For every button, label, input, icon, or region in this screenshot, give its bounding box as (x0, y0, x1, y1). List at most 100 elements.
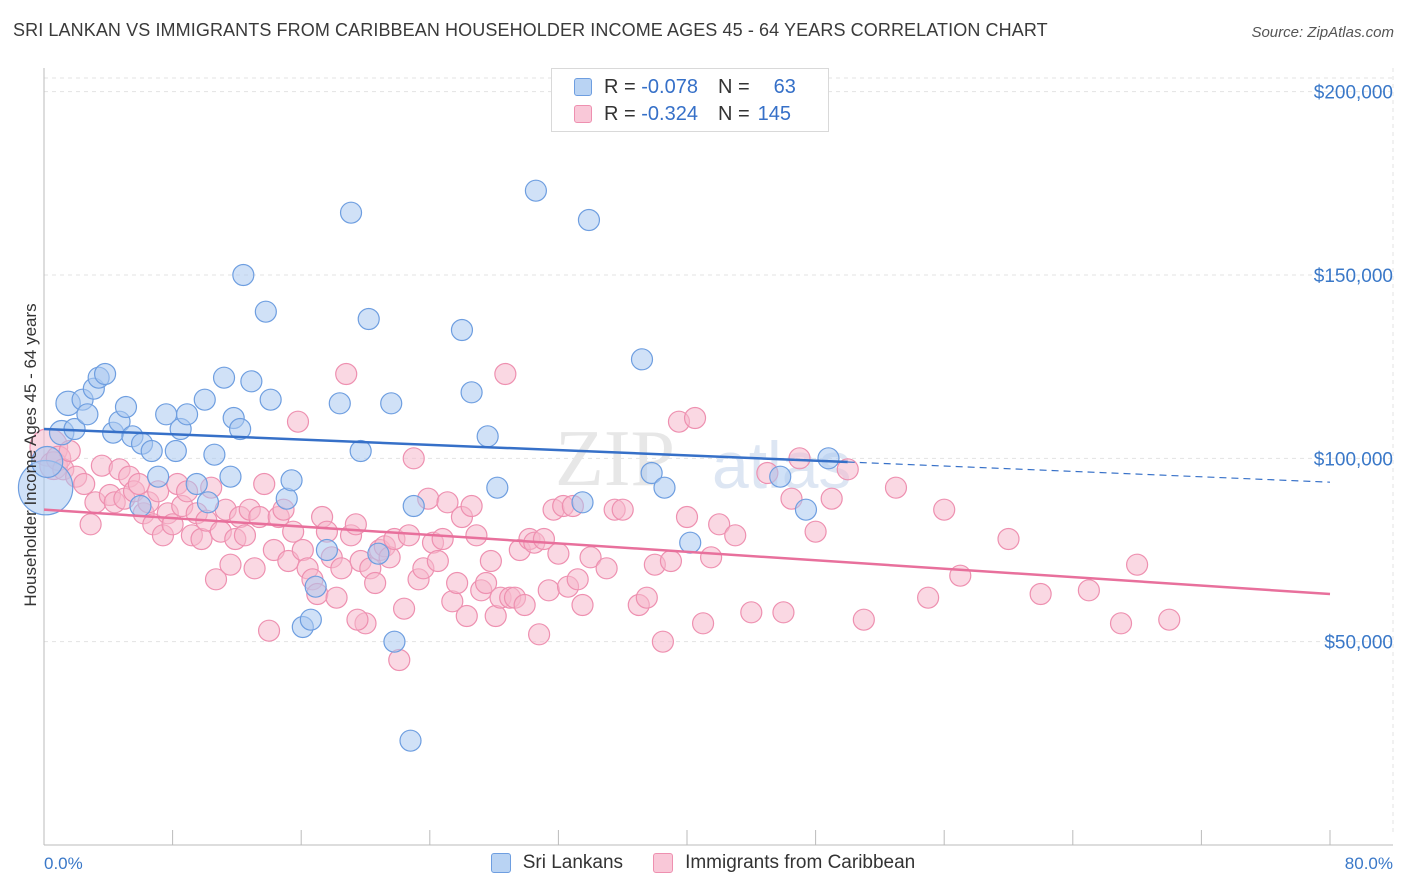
caribbean-point (1029, 582, 1052, 606)
trend-lines (43, 427, 1331, 596)
legend-r-value: -0.078 (641, 75, 698, 98)
legend-item-caribbean: Immigrants from Caribbean (653, 852, 915, 874)
caribbean-point (917, 586, 940, 609)
caribbean-point (579, 546, 602, 569)
caribbean-point (788, 447, 811, 470)
sri-lankan-point (175, 403, 199, 426)
caribbean-point (364, 571, 387, 595)
sri-lankans-trendline (43, 427, 848, 464)
sri-lankan-point (304, 575, 327, 598)
sri-lankan-point (129, 494, 152, 518)
caribbean-point (286, 410, 310, 433)
caribbean-point (446, 571, 469, 595)
sri-lankan-point (203, 443, 226, 466)
caribbean-point (1158, 608, 1181, 631)
sri-lankan-point (339, 201, 363, 224)
x-tick-label-max: 80.0% (1345, 854, 1393, 873)
legend-swatch-blue (490, 853, 511, 873)
sri-lankan-point (349, 439, 372, 463)
caribbean-point (243, 557, 266, 580)
caribbean-point (388, 648, 411, 672)
caribbean-point (402, 447, 425, 470)
legend-r-value: -0.324 (641, 102, 698, 125)
caribbean-point (494, 362, 517, 386)
caribbean-point (330, 557, 353, 580)
caribbean-point (740, 601, 763, 624)
caribbean-point (595, 557, 618, 580)
sri-lankan-point (31, 445, 64, 479)
caribbean-point (566, 568, 589, 591)
sri-lankan-point (571, 491, 594, 514)
caribbean-trendline (43, 508, 1331, 596)
caribbean-point (460, 494, 483, 518)
caribbean-point (537, 579, 560, 602)
sri-lankan-point (357, 307, 380, 331)
y-axis-label: Householder Income Ages 45 - 64 years (21, 303, 40, 606)
y-tick-label: $100,000 (1314, 449, 1393, 470)
caribbean-point (708, 513, 731, 536)
sri-lankan-point (679, 531, 702, 554)
sri-lankan-point (147, 465, 170, 488)
legend-n-label: N = (717, 75, 750, 98)
sri-lankan-point (114, 395, 138, 419)
y-tick-labels: $50,000 $100,000 $150,000 $200,000 (1314, 83, 1393, 654)
caribbean-point (1109, 612, 1133, 635)
legend-label-caribbean: Immigrants from Caribbean (685, 852, 916, 873)
sri-lankan-point (275, 487, 298, 510)
legend-swatch-blue (574, 78, 592, 96)
sri-lankan-point (383, 630, 406, 653)
y-tick-label: $150,000 (1314, 266, 1393, 287)
sri-lankan-point (476, 425, 499, 448)
sri-lankan-point (460, 381, 483, 404)
series-sri-lankans-points (17, 179, 840, 752)
chart-title: SRI LANKAN VS IMMIGRANTS FROM CARIBBEAN … (13, 20, 1048, 40)
legend-r-label: R = (604, 75, 636, 98)
sri-lankans-trendline-extrapolated (847, 461, 1331, 483)
sri-lankan-point (328, 392, 351, 415)
caribbean-point (397, 524, 421, 547)
caribbean-point (804, 520, 827, 543)
caribbean-point (836, 458, 859, 481)
caribbean-point (933, 498, 956, 521)
sri-lankan-point (524, 179, 547, 202)
sri-lankan-point (219, 465, 242, 488)
sri-lankan-point (259, 388, 282, 411)
caribbean-point (204, 568, 228, 591)
caribbean-point (997, 527, 1020, 551)
caribbean-point (772, 601, 795, 624)
sri-lankan-point (367, 542, 390, 565)
caribbean-point (190, 527, 213, 551)
caribbean-point (233, 524, 257, 547)
caribbean-point (635, 586, 658, 609)
caribbean-point (392, 597, 416, 620)
sri-lankan-point (380, 392, 403, 415)
sri-lankan-point (769, 465, 792, 488)
legend-n-value: 63 (773, 75, 796, 98)
sri-lankan-point (399, 729, 422, 752)
caribbean-point (571, 593, 594, 617)
y-tick-label: $50,000 (1324, 633, 1393, 654)
legend-item-sri-lankans: Sri Lankans (490, 852, 623, 874)
legend-row-caribbean: R = -0.324 N = 145 (574, 102, 791, 126)
caribbean-point (532, 527, 556, 551)
caribbean-point (127, 472, 150, 496)
caribbean-point (325, 586, 348, 609)
caribbean-point (724, 524, 747, 547)
sri-lankan-point (630, 348, 654, 371)
caribbean-point (700, 546, 723, 569)
caribbean-point (257, 619, 281, 642)
sri-lankan-point (577, 208, 601, 232)
sri-lankan-point (315, 538, 339, 562)
caribbean-point (611, 498, 634, 521)
caribbean-point (346, 608, 369, 631)
caribbean-point (820, 487, 843, 510)
source-label: Source: ZipAtlas.com (1251, 24, 1394, 41)
caribbean-point (474, 571, 498, 595)
caribbean-point (79, 513, 102, 536)
caribbean-point (691, 612, 715, 635)
caribbean-point (651, 630, 674, 653)
x-tick-label-min: 0.0% (44, 854, 83, 873)
correlation-legend: R = -0.078 N = 63 R = -0.324 N = 145 (551, 68, 829, 132)
sri-lankan-point (794, 498, 818, 521)
